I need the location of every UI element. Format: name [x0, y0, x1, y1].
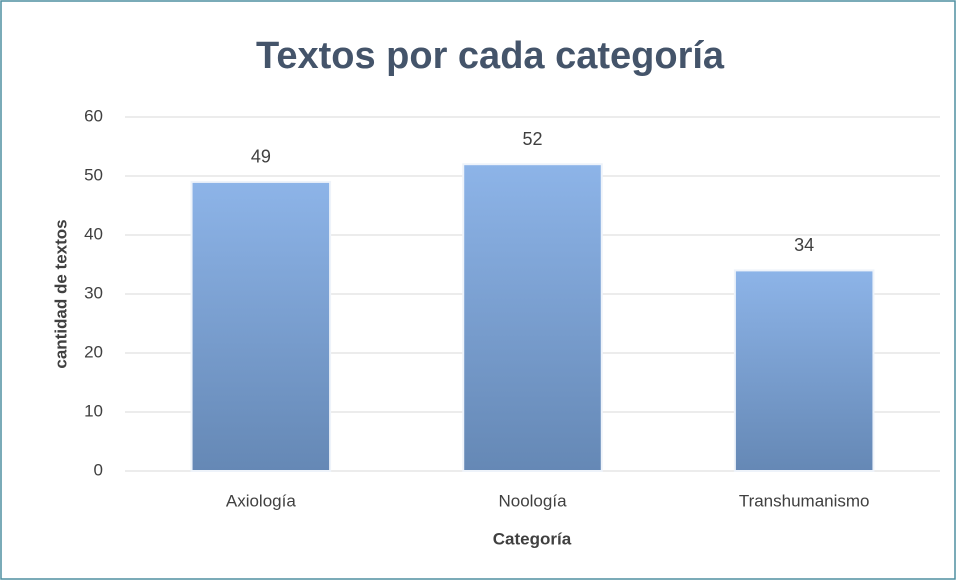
x-axis-label: Categoría	[493, 529, 572, 548]
chart-title: Textos por cada categoría	[256, 35, 725, 77]
y-tick-label: 60	[84, 106, 103, 125]
y-axis-label: cantidad de textos	[51, 219, 70, 368]
bar	[733, 269, 875, 472]
y-tick-label: 50	[84, 165, 103, 184]
y-tick-label: 30	[84, 283, 103, 302]
y-tick-label: 20	[84, 342, 103, 361]
y-tick-label: 40	[84, 224, 103, 243]
data-label: 49	[251, 147, 271, 167]
x-tick-label: Noología	[498, 491, 567, 510]
bar	[190, 180, 332, 472]
x-tick-label: Transhumanismo	[739, 491, 870, 510]
data-label: 52	[522, 129, 542, 149]
bar	[462, 163, 603, 472]
x-tick-label: Axiología	[226, 491, 296, 510]
y-tick-label: 10	[84, 401, 103, 420]
data-label: 34	[794, 235, 814, 255]
y-tick-label: 0	[94, 460, 103, 479]
